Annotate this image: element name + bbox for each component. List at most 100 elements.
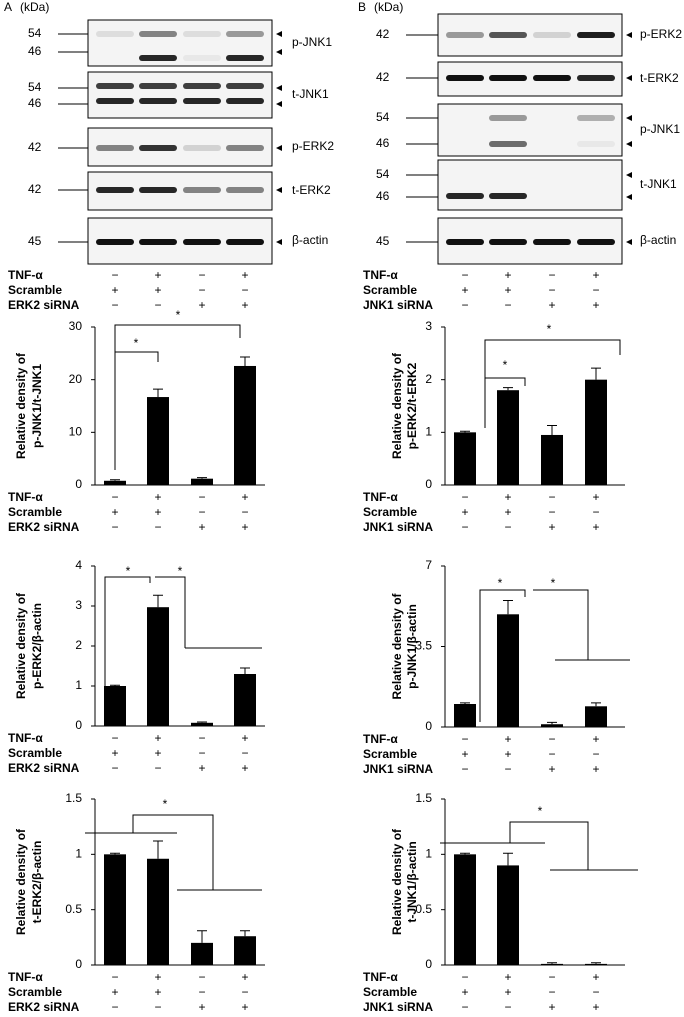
- treatment-sign: +: [241, 970, 248, 984]
- y-axis-label: p-JNK1/t-JNK1: [30, 364, 44, 448]
- error-bar: [197, 930, 207, 943]
- treatment-sign: −: [154, 298, 161, 312]
- bar: [104, 854, 126, 965]
- treatment-sign: −: [111, 520, 118, 534]
- treatment-sign: +: [198, 298, 205, 312]
- treatment-sign: +: [241, 520, 248, 534]
- treatment-sign: −: [592, 747, 599, 761]
- y-tick-label: 0: [75, 957, 82, 971]
- kda-marker: 46: [28, 96, 42, 110]
- treatment-sign: +: [504, 970, 511, 984]
- treatment-label: Scramble: [8, 746, 62, 760]
- arrowhead: [626, 239, 632, 245]
- y-tick-label: 3.5: [415, 639, 432, 653]
- treatment-sign: −: [154, 1000, 161, 1014]
- treatment-sign: +: [504, 490, 511, 504]
- kda-marker: 42: [28, 140, 42, 154]
- treatment-sign: −: [592, 283, 599, 297]
- blot-label: t-JNK1: [640, 177, 677, 191]
- blot-label: t-JNK1: [292, 87, 329, 101]
- blot-band: [96, 98, 134, 104]
- treatment-sign: −: [111, 298, 118, 312]
- blot-band: [533, 239, 571, 245]
- blot-band: [533, 75, 571, 81]
- significance-mark: *: [538, 804, 543, 818]
- blot-band: [139, 83, 177, 89]
- treatment-label: TNF-α: [363, 732, 398, 746]
- treatment-sign: −: [461, 970, 468, 984]
- treatment-sign: −: [461, 1000, 468, 1014]
- treatment-sign: −: [111, 970, 118, 984]
- kda-marker: 46: [376, 136, 390, 150]
- y-tick-label: 10: [69, 425, 83, 439]
- arrowhead: [276, 85, 282, 91]
- significance-bracket: [114, 351, 159, 470]
- treatment-sign: −: [241, 746, 248, 760]
- treatment-sign: +: [461, 283, 468, 297]
- kda-marker: 54: [376, 110, 390, 124]
- treatment-sign: −: [198, 731, 205, 745]
- arrowhead: [276, 101, 282, 107]
- bar: [541, 963, 563, 965]
- y-tick-label: 3: [75, 598, 82, 612]
- treatment-sign: −: [548, 970, 555, 984]
- error-bar: [591, 367, 601, 380]
- treatment-sign: −: [504, 520, 511, 534]
- significance-bracket: [484, 377, 526, 428]
- treatment-label: TNF-α: [8, 490, 43, 504]
- bar: [104, 686, 126, 726]
- kda-marker: 42: [376, 27, 390, 41]
- blot-band: [139, 187, 177, 193]
- arrowhead: [626, 115, 632, 121]
- blot-band: [139, 98, 177, 104]
- y-tick-label: 0: [425, 957, 432, 971]
- blot-band: [489, 141, 527, 147]
- blot-band: [96, 145, 134, 151]
- treatment-label: JNK1 siRNA: [363, 762, 433, 776]
- treatment-sign: +: [592, 970, 599, 984]
- treatment-label: Scramble: [8, 505, 62, 519]
- error-bar: [110, 852, 120, 855]
- treatment-label: JNK1 siRNA: [363, 1000, 433, 1014]
- treatment-sign: +: [461, 505, 468, 519]
- treatment-sign: −: [548, 985, 555, 999]
- treatment-sign: −: [111, 1000, 118, 1014]
- treatment-sign: −: [198, 268, 205, 282]
- y-tick-label: 2: [425, 372, 432, 386]
- error-bar: [460, 852, 470, 855]
- error-bar: [110, 479, 120, 481]
- y-tick-label: 0: [425, 477, 432, 491]
- blot-band: [183, 187, 221, 193]
- treatment-label: JNK1 siRNA: [363, 520, 433, 534]
- blot-band: [577, 115, 615, 121]
- significance-bracket: [509, 821, 589, 870]
- error-bar: [153, 388, 163, 398]
- arrowhead: [276, 187, 282, 193]
- bar: [497, 614, 519, 727]
- blot-band: [446, 75, 484, 81]
- kda-label: (kDa): [20, 0, 49, 14]
- treatment-sign: +: [154, 283, 161, 297]
- blot-band: [489, 239, 527, 245]
- treatment-sign: +: [592, 520, 599, 534]
- treatment-sign: −: [548, 490, 555, 504]
- treatment-sign: −: [198, 505, 205, 519]
- blot-label: β-actin: [640, 233, 676, 247]
- treatment-label: JNK1 siRNA: [363, 298, 433, 312]
- blot-band: [226, 145, 264, 151]
- significance-bracket: [132, 814, 214, 890]
- treatment-sign: −: [461, 732, 468, 746]
- treatment-label: ERK2 siRNA: [8, 298, 80, 312]
- error-bar: [503, 387, 513, 391]
- blot-label: t-ERK2: [640, 71, 679, 85]
- treatment-sign: −: [504, 298, 511, 312]
- treatment-sign: −: [198, 283, 205, 297]
- treatment-sign: +: [504, 985, 511, 999]
- error-bar: [110, 684, 120, 686]
- blot-band: [446, 193, 484, 199]
- treatment-label: Scramble: [363, 747, 417, 761]
- blot-band: [139, 145, 177, 151]
- blot-label: β-actin: [292, 233, 328, 247]
- treatment-sign: −: [154, 520, 161, 534]
- kda-marker: 42: [376, 70, 390, 84]
